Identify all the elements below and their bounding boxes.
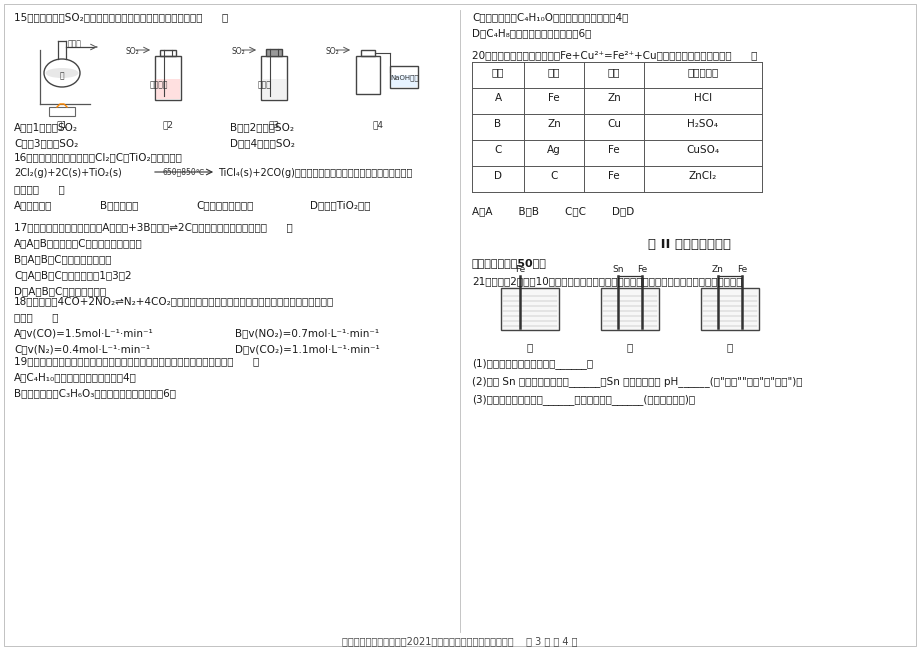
Text: C: C [550,171,557,181]
Bar [600,288,658,330]
Bar [700,288,758,330]
Text: H₂SO₄: H₂SO₄ [686,119,718,129]
Bar [391,75,416,87]
Bar [390,66,417,88]
Text: 图3: 图3 [268,120,279,129]
Text: 19．下列物质在给定条件下的同分异构体（不考虑立体异构）数目正确的是（      ）: 19．下列物质在给定条件下的同分异构体（不考虑立体异构）数目正确的是（ ） [14,356,259,366]
Text: A．A、B全部转化为C，反应处于停滞状态: A．A、B全部转化为C，反应处于停滞状态 [14,238,142,248]
Text: 甲: 甲 [527,342,532,352]
Text: Sn: Sn [611,265,623,274]
Bar [356,56,380,94]
Bar [160,50,176,56]
Text: 图4: 图4 [372,120,383,129]
Text: 16．在恒容密闭容器中加入Cl₂，C和TiO₂发生反应：: 16．在恒容密闭容器中加入Cl₂，C和TiO₂发生反应： [14,152,183,162]
Text: 650：850℃: 650：850℃ [163,167,205,176]
Text: C．图3：干燥SO₂: C．图3：干燥SO₂ [14,138,78,148]
Text: D．图4：收集SO₂: D．图4：收集SO₂ [230,138,295,148]
Text: 17．在一定温度下，可逆反应A（气）+3B（气）⇌2C（气）达到平衡的标志是（      ）: 17．在一定温度下，可逆反应A（气）+3B（气）⇌2C（气）达到平衡的标志是（ … [14,222,292,232]
Text: C: C [494,145,501,155]
Text: D．粉碎TiO₂固体: D．粉碎TiO₂固体 [310,200,370,210]
Bar [262,79,286,99]
Text: 选项: 选项 [492,67,504,77]
Text: 2Cl₂(g)+2C(s)+TiO₂(s): 2Cl₂(g)+2C(s)+TiO₂(s) [14,168,121,178]
Text: Cu: Cu [607,119,620,129]
Text: Fe: Fe [736,265,746,274]
Text: Fe: Fe [515,265,525,274]
Text: A．C₄H₁₀属于烷烃的同分异构体有4种: A．C₄H₁₀属于烷烃的同分异构体有4种 [14,372,137,382]
Text: B．图2：检验SO₂: B．图2：检验SO₂ [230,122,294,132]
Text: HCl: HCl [693,93,711,103]
Ellipse shape [45,68,78,78]
Text: 长春市九台龙成实验学校2021线上教学质量检测化学学科试卷    第 3 页 共 4 页: 长春市九台龙成实验学校2021线上教学质量检测化学学科试卷 第 3 页 共 4 … [342,636,577,646]
Text: B．充入氮气: B．充入氮气 [100,200,138,210]
Text: B．v(NO₂)=0.7mol·L⁻¹·min⁻¹: B．v(NO₂)=0.7mol·L⁻¹·min⁻¹ [234,328,379,338]
Text: 18．已知反应4CO+2NO₂⇌N₂+4CO₂在不同条件下的化学反应速率如下，其中表示反应速率最快: 18．已知反应4CO+2NO₂⇌N₂+4CO₂在不同条件下的化学反应速率如下，其… [14,296,334,306]
Text: CuSO₄: CuSO₄ [686,145,719,155]
Text: (2)乙中 Sn 极的电极反应式为______，Sn 极附近溶液的 pH______(填"增大""减小"或"不变")。: (2)乙中 Sn 极的电极反应式为______，Sn 极附近溶液的 pH____… [471,376,801,387]
Text: C．A、B、C的浓度之比为1：3：2: C．A、B、C的浓度之比为1：3：2 [14,270,131,280]
Text: SO₂: SO₂ [232,47,245,56]
Text: 液硫酸: 液硫酸 [68,39,82,48]
Bar [360,50,375,56]
Text: (3)丙中被腐蚀的金属是______，总反应式为______(写离子方程式)。: (3)丙中被腐蚀的金属是______，总反应式为______(写离子方程式)。 [471,394,695,405]
Text: A．升高温度: A．升高温度 [14,200,52,210]
Text: A．v(CO)=1.5mol·L⁻¹·min⁻¹: A．v(CO)=1.5mol·L⁻¹·min⁻¹ [14,328,153,338]
Bar [156,79,180,99]
Text: TiCl₄(s)+2CO(g)。仅改变下列条件中的一个，反应速率基本不: TiCl₄(s)+2CO(g)。仅改变下列条件中的一个，反应速率基本不 [218,168,412,178]
Text: SO₂: SO₂ [325,47,339,56]
Text: B．分子组成是C₃H₆O₃属于羧酸的同分异构体有6种: B．分子组成是C₃H₆O₃属于羧酸的同分异构体有6种 [14,388,176,398]
Text: 乙: 乙 [626,342,632,352]
Text: 品红溶液: 品红溶液 [150,80,168,89]
Text: 变的是（      ）: 变的是（ ） [14,184,64,194]
Text: 20．某原电池的离子方程式是Fe+Cu²⁺=Fe²⁺+Cu，该原电池正确的组成是（      ）: 20．某原电池的离子方程式是Fe+Cu²⁺=Fe²⁺+Cu，该原电池正确的组成是… [471,50,756,60]
Text: (1)甲中反应的离子方程式为______。: (1)甲中反应的离子方程式为______。 [471,358,593,369]
Text: 二、填空题（共50分）: 二、填空题（共50分） [471,258,546,268]
Text: C．加入固体碳单质: C．加入固体碳单质 [196,200,253,210]
Text: Zn: Zn [607,93,620,103]
Bar [154,56,181,100]
Text: D．C₄H₈属于烯烃的同分异构体有6种: D．C₄H₈属于烯烃的同分异构体有6种 [471,28,591,38]
Text: 负极: 负极 [607,67,619,77]
Text: A．图1：生成SO₂: A．图1：生成SO₂ [14,122,78,132]
Text: D: D [494,171,502,181]
Text: Fe: Fe [636,265,646,274]
Text: 15．实验室制取SO₂时，下列装置不能达到相应实验目的的是（      ）: 15．实验室制取SO₂时，下列装置不能达到相应实验目的的是（ ） [14,12,228,22]
Text: 21．（每空2分，共10分）在甲、乙、丙三个烧杯中分别盛有相同浓度的稀硫酸，如图所示：: 21．（每空2分，共10分）在甲、乙、丙三个烧杯中分别盛有相同浓度的稀硫酸，如图… [471,276,742,286]
Text: 铜: 铜 [60,71,64,80]
Text: 第 II 卷（非选择题）: 第 II 卷（非选择题） [648,238,731,251]
Text: Zn: Zn [711,265,723,274]
Text: 正极: 正极 [547,67,560,77]
Text: SO₂: SO₂ [126,47,140,56]
Text: Fe: Fe [607,171,619,181]
Text: Fe: Fe [607,145,619,155]
Bar [501,288,559,330]
Text: 浓硫酸: 浓硫酸 [257,80,272,89]
Text: A．A        B．B        C．C        D．D: A．A B．B C．C D．D [471,206,633,216]
Text: 图1: 图1 [56,120,67,129]
Text: B: B [494,119,501,129]
Text: 丙: 丙 [726,342,732,352]
Text: 电解质溶液: 电解质溶液 [686,67,718,77]
Bar [49,107,75,116]
Text: Fe: Fe [548,93,559,103]
Text: Zn: Zn [547,119,561,129]
Text: D．A、B、C的浓度不再变化: D．A、B、C的浓度不再变化 [14,286,106,296]
Text: A: A [494,93,501,103]
Text: B．A、B、C的反应速率都相等: B．A、B、C的反应速率都相等 [14,254,111,264]
Text: ZnCl₂: ZnCl₂ [688,171,716,181]
Text: C．v(N₂)=0.4mol·L⁻¹·min⁻¹: C．v(N₂)=0.4mol·L⁻¹·min⁻¹ [14,344,150,354]
Text: NaOH溶液: NaOH溶液 [390,74,418,81]
Text: Ag: Ag [547,145,561,155]
Bar [261,56,287,100]
Text: D．v(CO₂)=1.1mol·L⁻¹·min⁻¹: D．v(CO₂)=1.1mol·L⁻¹·min⁻¹ [234,344,380,354]
Text: C．分子组成是C₄H₁₀O属于醇的同分异构体有4种: C．分子组成是C₄H₁₀O属于醇的同分异构体有4种 [471,12,628,22]
Bar [266,49,282,56]
Text: 图2: 图2 [163,120,174,129]
Text: 的是（      ）: 的是（ ） [14,312,59,322]
